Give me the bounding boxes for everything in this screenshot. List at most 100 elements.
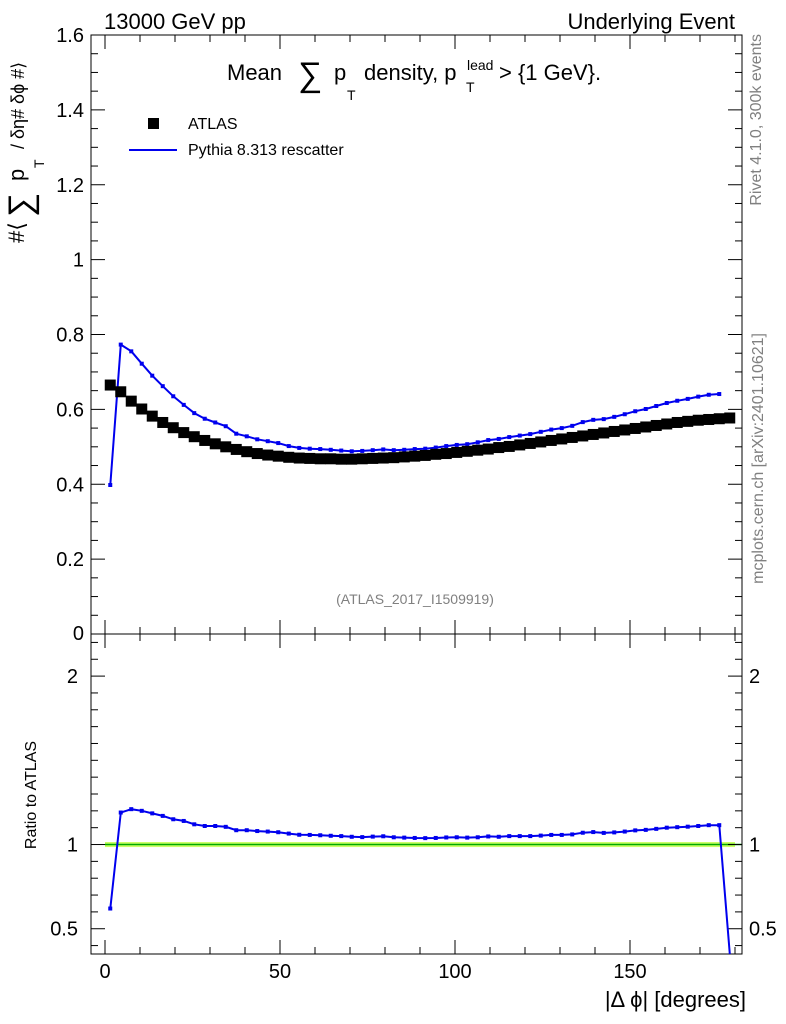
ratio-point [402, 835, 407, 840]
ratio-point [454, 835, 459, 840]
header-right: Underlying Event [567, 9, 735, 34]
pythia-point [255, 437, 260, 442]
atlas-point [692, 414, 704, 426]
pythia-point [643, 407, 648, 412]
xtick-label: 100 [438, 961, 471, 983]
pythia-point [150, 373, 155, 378]
ratio-ytick-label-right: 0.5 [749, 919, 777, 941]
atlas-point [703, 413, 715, 425]
main-ytick-label: 0.8 [56, 325, 84, 347]
ratio-point [328, 833, 333, 838]
pythia-point [717, 392, 722, 397]
atlas-point [367, 452, 379, 464]
ratio-point [286, 831, 291, 836]
ratio-point [234, 828, 239, 833]
main-ytick-label: 1.6 [56, 25, 84, 47]
pythia-point [139, 361, 144, 366]
ratio-point [255, 829, 260, 834]
ratio-point [160, 813, 165, 818]
pythia-point [633, 409, 638, 414]
pythia-point [160, 384, 165, 389]
atlas-point [545, 434, 557, 446]
pythia-point [517, 433, 522, 438]
atlas-point [493, 442, 505, 454]
title-sum: ∑ [298, 56, 322, 94]
pythia-point [307, 446, 312, 451]
pythia-point [234, 431, 239, 436]
pythia-point [507, 435, 512, 440]
atlas-point [167, 422, 179, 434]
main-plot-area [104, 342, 736, 487]
atlas-point [325, 453, 337, 465]
xtick-label: 50 [269, 961, 291, 983]
pythia-point [465, 442, 470, 447]
atlas-point [451, 446, 463, 458]
ylabel-T: T [31, 159, 47, 168]
ratio-ytick-label-right: 2 [749, 666, 760, 688]
atlas-point [577, 430, 589, 442]
pythia-point [391, 448, 396, 453]
header-left: 13000 GeV pp [104, 9, 246, 34]
atlas-point [440, 448, 452, 460]
atlas-point [314, 453, 326, 465]
ratio-point [433, 835, 438, 840]
ratio-point [339, 834, 344, 839]
pythia-point [360, 448, 365, 453]
pythia-point [591, 417, 596, 422]
ratio-point [612, 830, 617, 835]
pythia-point [664, 401, 669, 406]
ratio-plot-area [108, 807, 731, 955]
pythia-point [675, 398, 680, 403]
atlas-point [535, 436, 547, 448]
pythia-point [213, 420, 218, 425]
atlas-point [157, 416, 169, 428]
title-T: T [347, 87, 356, 103]
ratio-ytick-label-right: 1 [749, 835, 760, 857]
pythia-point [423, 446, 428, 451]
atlas-point [104, 379, 116, 391]
atlas-point [136, 403, 148, 415]
atlas-point [115, 386, 127, 398]
main-axes: 0.2 0.4 0.6 0.8 1 1.2 1.4 1.6 0 [56, 25, 742, 645]
main-ytick-label: 0.4 [56, 474, 84, 496]
ratio-point [370, 834, 375, 839]
ratio-point [517, 834, 522, 839]
ratio-point [244, 828, 249, 833]
ratio-point [654, 826, 659, 831]
ratio-point [538, 833, 543, 838]
atlas-point [619, 424, 631, 436]
main-ytick-label: 1.4 [56, 100, 84, 122]
ylabel-rest: / δη# δϕ #⟩ [8, 62, 28, 149]
atlas-point [346, 453, 358, 465]
atlas-point [356, 453, 368, 465]
ratio-point [633, 828, 638, 833]
atlas-point [199, 434, 211, 446]
ylabel-hash: #⟨ [4, 222, 29, 243]
pythia-point [223, 424, 228, 429]
pythia-point [286, 444, 291, 449]
ratio-point [549, 832, 554, 837]
pythia-point [685, 396, 690, 401]
main-ytick-label: 1 [73, 250, 84, 272]
ratio-point [507, 834, 512, 839]
ratio-point [643, 827, 648, 832]
atlas-point [419, 449, 431, 461]
title-suffix: > {1 GeV}. [499, 60, 601, 85]
ratio-point [118, 810, 123, 815]
pythia-point [528, 432, 533, 437]
atlas-point [503, 440, 515, 452]
ylabel-p: p [4, 169, 29, 181]
atlas-point [524, 437, 536, 449]
ratio-point [528, 834, 533, 839]
ratio-point [622, 829, 627, 834]
ratio-point [171, 817, 176, 822]
pythia-point [402, 447, 407, 452]
ratio-ytick-label-left: 2 [67, 666, 78, 688]
atlas-point [272, 450, 284, 462]
atlas-point [220, 441, 232, 453]
ratio-point [391, 835, 396, 840]
pythia-point [118, 342, 123, 347]
ratio-point [202, 824, 207, 828]
pythia-point [339, 448, 344, 453]
